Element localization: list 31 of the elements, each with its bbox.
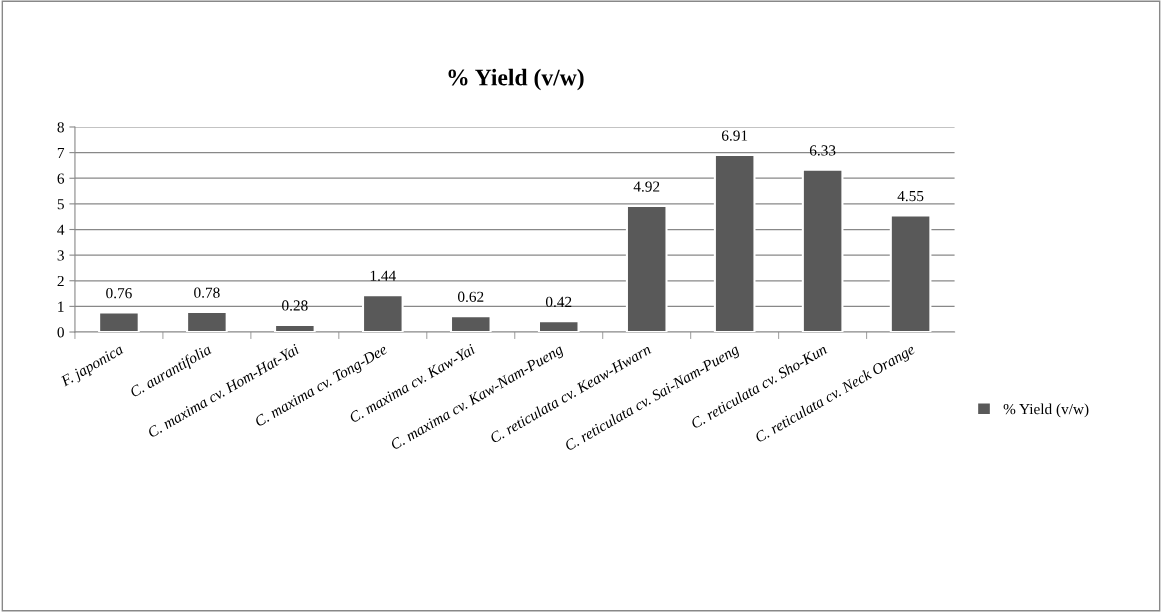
y-tick-label: 8 <box>57 122 64 133</box>
data-label: 0.62 <box>458 291 484 302</box>
y-tick-label: 1 <box>58 301 64 312</box>
legend-label: % Yield (v/w) <box>1003 403 1089 418</box>
y-tick-label: 2 <box>57 275 64 287</box>
y-tick-label: 7 <box>57 147 65 158</box>
bar <box>449 315 492 333</box>
data-label: 4.55 <box>897 190 924 202</box>
data-label: 6.33 <box>809 145 836 156</box>
y-tick-label: 3 <box>57 250 64 261</box>
bar <box>186 310 228 333</box>
bar <box>625 204 668 333</box>
bar <box>537 320 580 333</box>
data-label: 0.42 <box>545 296 572 308</box>
y-tick-label: 4 <box>57 224 65 235</box>
data-label: 1.44 <box>370 270 396 281</box>
bar <box>98 311 140 333</box>
chart-title: % Yield (v/w) <box>448 68 584 91</box>
data-label: 0.78 <box>194 287 220 298</box>
bar <box>889 214 932 333</box>
y-tick-label: 5 <box>57 199 64 210</box>
data-label: 0.76 <box>106 288 132 299</box>
data-label: 0.28 <box>282 300 308 311</box>
data-label: 6.91 <box>721 130 748 141</box>
bar <box>713 153 756 333</box>
y-tick-label: 0 <box>57 327 64 338</box>
bar <box>361 294 404 333</box>
y-tick-label: 6 <box>57 173 65 184</box>
bar <box>274 323 316 333</box>
data-label: 4.92 <box>633 181 660 192</box>
bar <box>801 168 844 333</box>
